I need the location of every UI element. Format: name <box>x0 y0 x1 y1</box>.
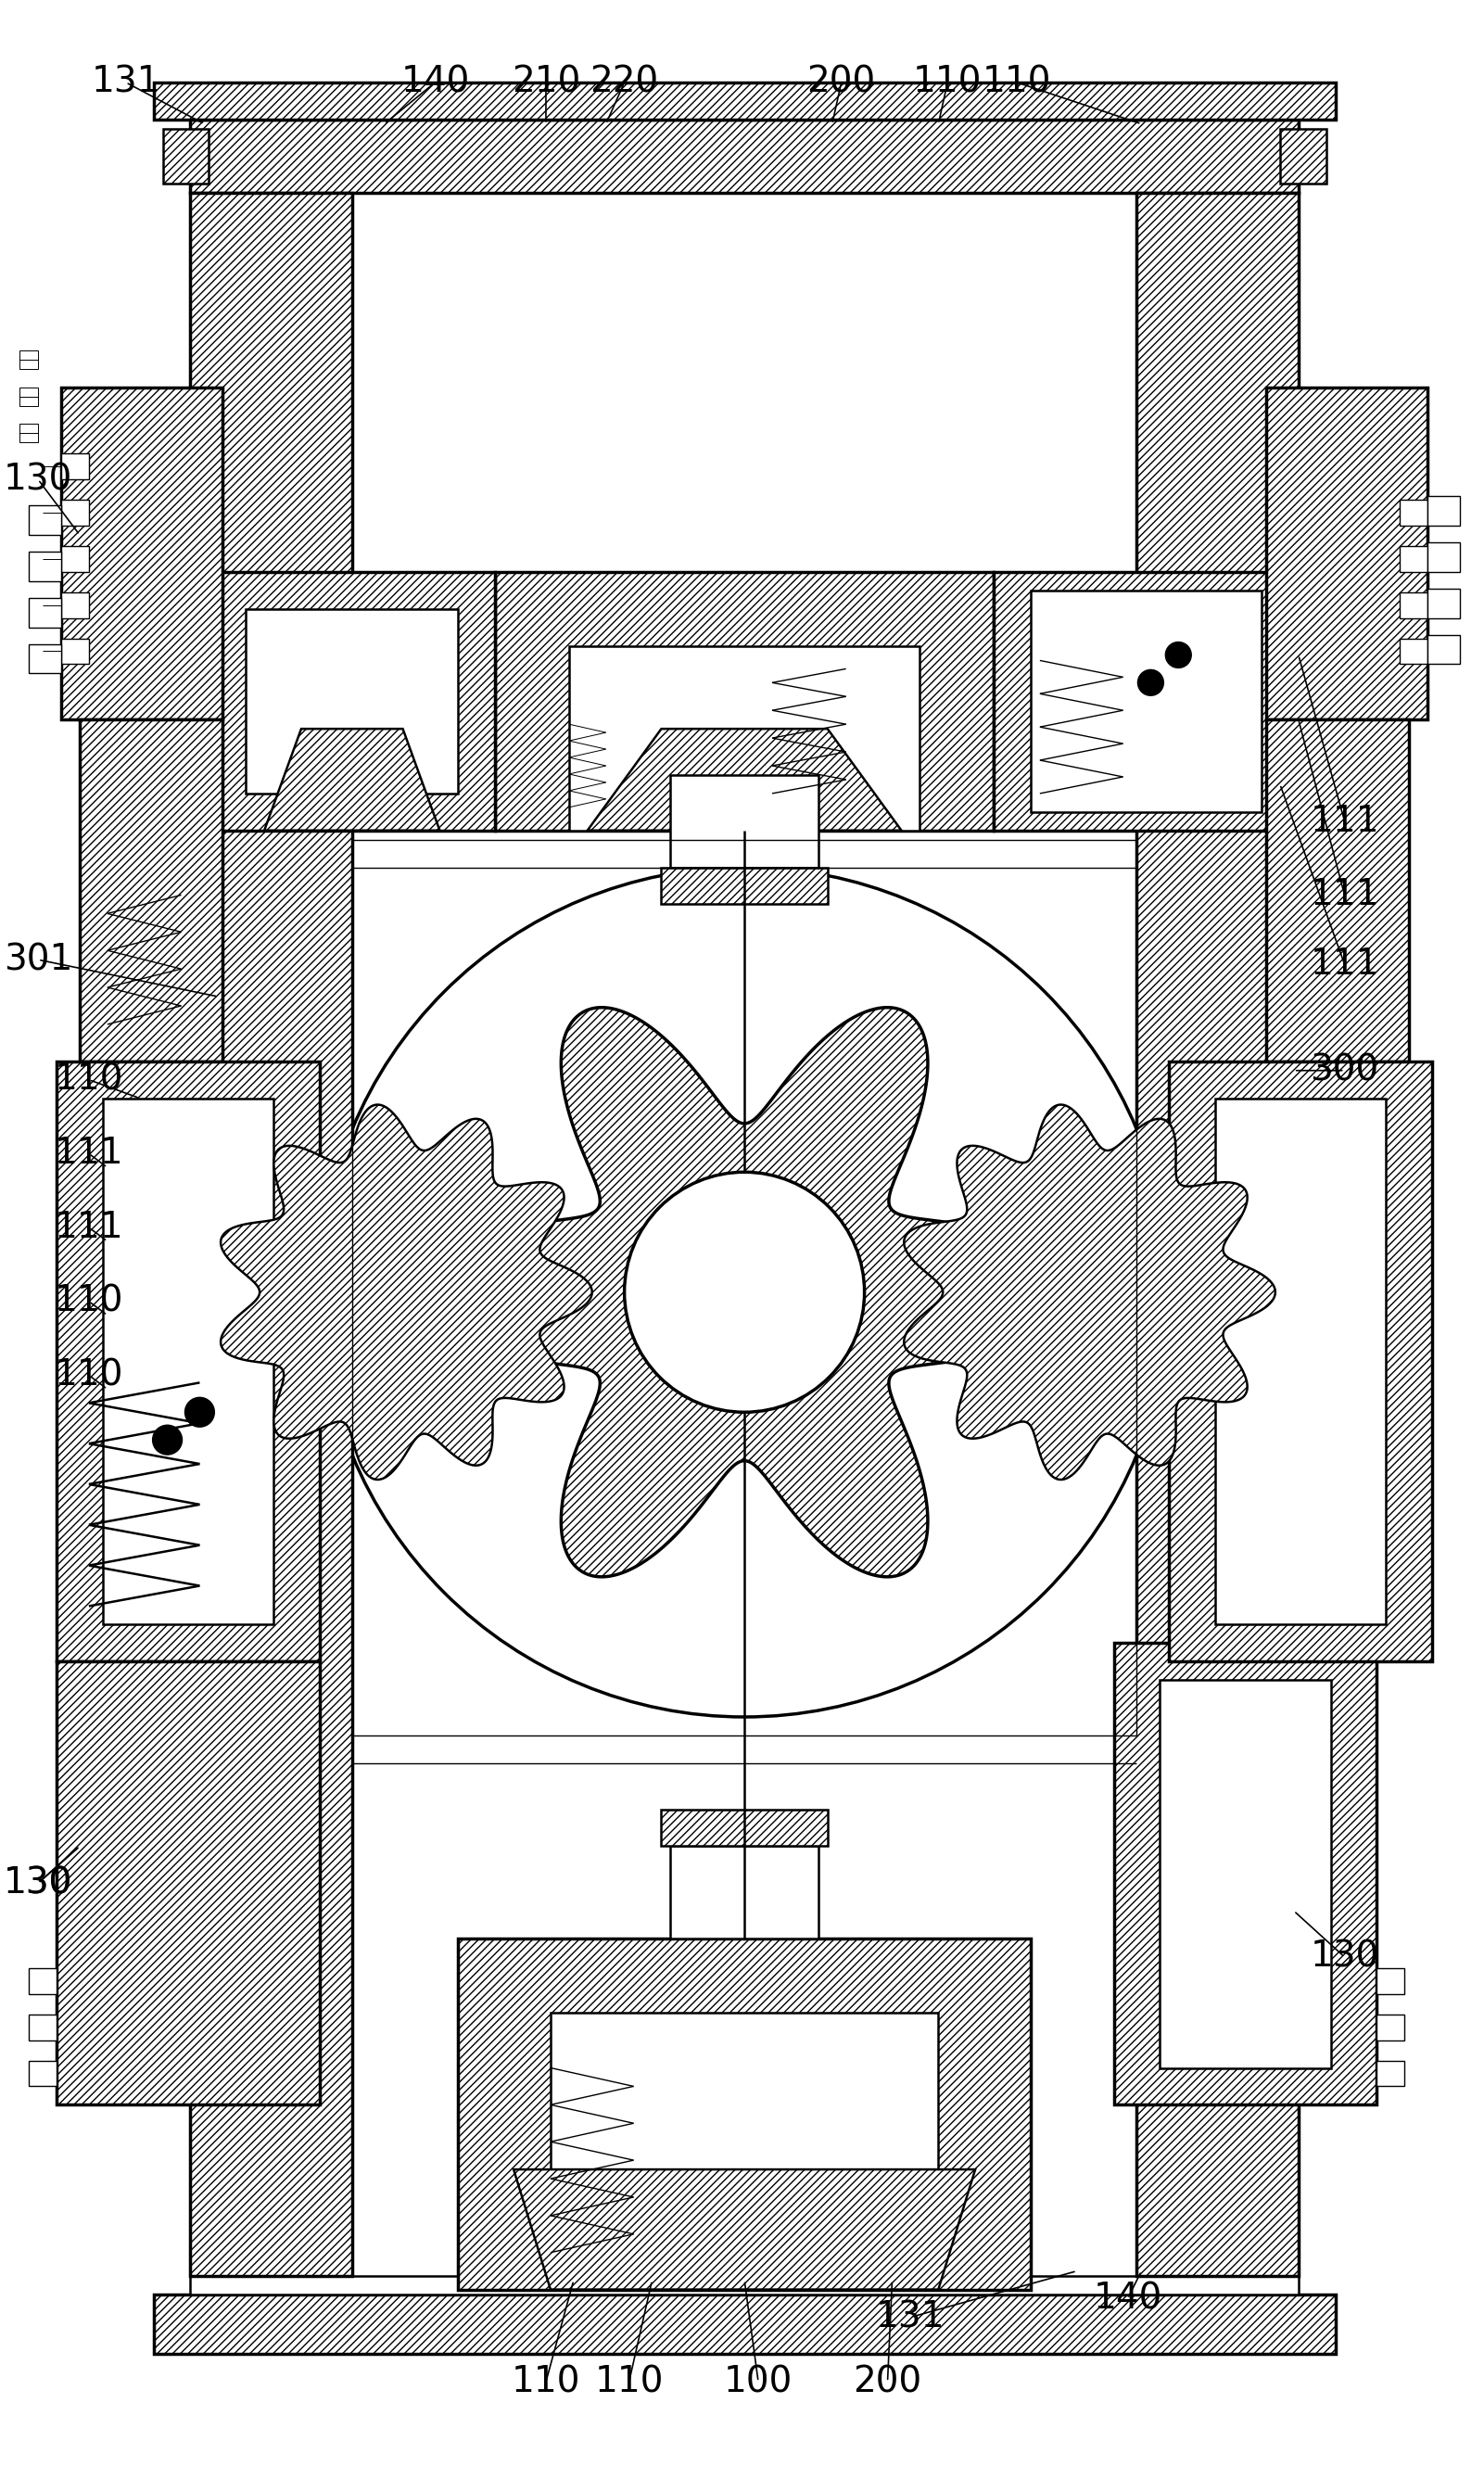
Bar <box>1169 1061 1432 1661</box>
Text: 110: 110 <box>55 1358 123 1393</box>
Polygon shape <box>513 2169 975 2291</box>
Text: 131: 131 <box>92 64 160 99</box>
Circle shape <box>1138 669 1163 697</box>
Bar <box>1399 592 1428 617</box>
Bar <box>190 119 1298 193</box>
Bar <box>28 2060 56 2087</box>
Polygon shape <box>588 729 901 830</box>
Bar <box>1031 590 1261 813</box>
Bar <box>61 545 89 573</box>
Text: 300: 300 <box>1310 1054 1379 1088</box>
Bar <box>496 573 994 830</box>
Bar <box>56 1661 319 2105</box>
Bar <box>19 387 39 407</box>
Text: 110: 110 <box>913 64 982 99</box>
Bar <box>671 1847 818 1939</box>
Bar <box>1377 2015 1404 2040</box>
Text: 301: 301 <box>3 942 73 977</box>
Bar <box>1160 1681 1331 2067</box>
Bar <box>28 2015 56 2040</box>
Bar <box>190 2276 1298 2293</box>
Bar <box>1114 1644 1377 2105</box>
Bar <box>61 501 89 526</box>
Bar <box>246 610 459 793</box>
Bar <box>163 129 209 183</box>
Bar <box>1377 2060 1404 2087</box>
Bar <box>662 1810 828 1847</box>
Bar <box>994 573 1298 830</box>
Bar <box>153 2293 1336 2355</box>
Text: 110: 110 <box>55 1061 123 1098</box>
Bar <box>551 2013 938 2291</box>
Bar <box>1377 1968 1404 1993</box>
Bar <box>1399 637 1428 664</box>
Bar <box>28 645 61 674</box>
Circle shape <box>625 1173 865 1413</box>
Bar <box>61 637 89 664</box>
Bar <box>1266 719 1410 1061</box>
Text: 130: 130 <box>3 1867 73 1901</box>
Text: 111: 111 <box>55 1135 123 1170</box>
Bar <box>28 506 61 535</box>
Polygon shape <box>421 1006 1067 1577</box>
Text: 111: 111 <box>1310 947 1379 982</box>
Bar <box>1428 543 1460 573</box>
Text: 110: 110 <box>982 64 1051 99</box>
Bar <box>1399 545 1428 573</box>
Bar <box>1215 1098 1386 1624</box>
Polygon shape <box>264 729 439 830</box>
Bar <box>102 1098 273 1624</box>
Bar <box>1279 129 1327 183</box>
Bar <box>61 454 89 478</box>
Text: 200: 200 <box>853 2365 922 2400</box>
Bar <box>1428 635 1460 664</box>
Bar <box>61 387 223 719</box>
Text: 130: 130 <box>3 1867 73 1901</box>
Text: 200: 200 <box>807 64 876 99</box>
Bar <box>568 645 920 830</box>
Circle shape <box>153 1425 183 1455</box>
Bar <box>28 550 61 580</box>
Text: 220: 220 <box>591 64 659 99</box>
Text: 111: 111 <box>1310 878 1379 912</box>
Text: 110: 110 <box>55 1284 123 1319</box>
Text: 210: 210 <box>512 64 580 99</box>
Text: 131: 131 <box>876 2301 945 2335</box>
Bar <box>1137 193 1298 2276</box>
Bar <box>459 1939 1031 2291</box>
Circle shape <box>1165 642 1192 667</box>
Bar <box>80 719 223 1061</box>
Polygon shape <box>904 1106 1275 1480</box>
Polygon shape <box>221 1106 592 1480</box>
Bar <box>209 573 496 830</box>
Bar <box>19 424 39 444</box>
Text: 140: 140 <box>401 64 469 99</box>
Text: 130: 130 <box>1310 1939 1379 1976</box>
Bar <box>1428 496 1460 526</box>
Text: 111: 111 <box>1310 803 1379 838</box>
Bar <box>1399 501 1428 526</box>
Text: 140: 140 <box>1094 2281 1162 2315</box>
Text: 111: 111 <box>55 1210 123 1244</box>
Text: 130: 130 <box>3 461 73 498</box>
Bar <box>1428 588 1460 617</box>
Bar <box>28 597 61 627</box>
Bar <box>56 1061 319 1661</box>
Bar <box>671 776 818 868</box>
Bar <box>1266 387 1428 719</box>
Bar <box>28 1968 56 1993</box>
Text: 100: 100 <box>724 2365 792 2400</box>
Bar <box>19 350 39 369</box>
Text: 110: 110 <box>512 2365 580 2400</box>
Text: 110: 110 <box>595 2365 663 2400</box>
Circle shape <box>186 1398 215 1428</box>
Bar <box>153 82 1336 119</box>
Bar <box>190 193 352 2276</box>
Bar <box>662 868 828 905</box>
Bar <box>61 592 89 617</box>
